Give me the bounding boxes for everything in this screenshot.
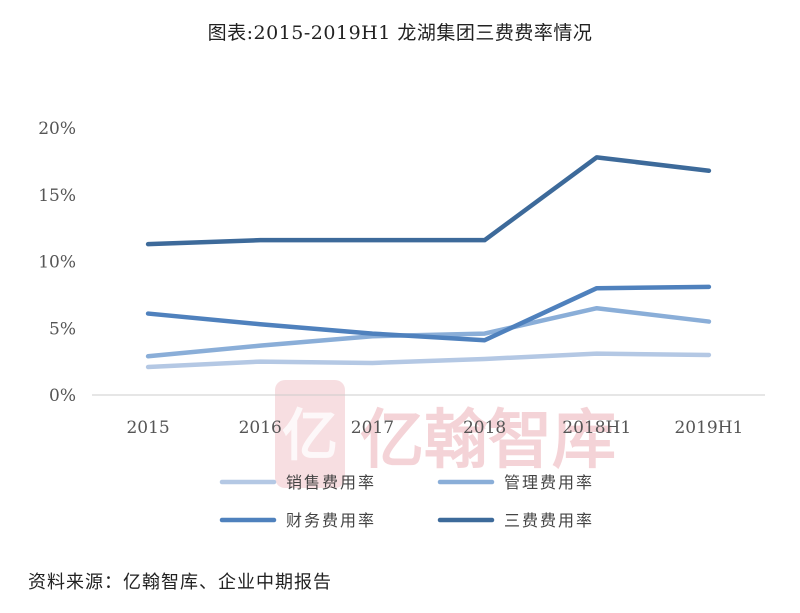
watermark-logo-glyph: 亿 xyxy=(282,404,338,469)
chart-title: 图表:2015-2019H1 龙湖集团三费费率情况 xyxy=(207,22,593,44)
x-tick-label: 2019H1 xyxy=(674,418,743,438)
x-tick-label: 2018 xyxy=(463,418,506,438)
x-tick-label: 2017 xyxy=(351,418,394,438)
watermark-logo xyxy=(275,380,345,488)
series-line-2 xyxy=(145,305,712,359)
axes: 0% 5% 10% 15% 20% 2015 2016 2017 2018 2018H1 2019H… xyxy=(38,119,765,438)
legend-label: 管理费用率 xyxy=(504,473,594,492)
x-tick-label: 2016 xyxy=(239,418,282,438)
series-lines xyxy=(145,155,712,370)
y-tick-label: 5% xyxy=(49,319,76,339)
y-tick-label: 20% xyxy=(38,119,76,139)
source-note: 资料来源：亿翰智库、企业中期报告 xyxy=(28,572,332,593)
x-tick-label: 2018H1 xyxy=(562,418,631,438)
y-tick-label: 0% xyxy=(49,386,76,406)
series-line-4 xyxy=(145,155,712,247)
y-tick-label: 15% xyxy=(38,186,76,206)
legend-label: 销售费用率 xyxy=(286,473,376,492)
y-tick-label: 10% xyxy=(38,253,76,273)
series-line-3 xyxy=(145,284,712,343)
legend-label: 财务费用率 xyxy=(286,511,376,530)
legend-label: 三费费用率 xyxy=(504,511,594,530)
series-line-1 xyxy=(145,351,712,370)
watermark: 亿 亿翰智库 xyxy=(275,380,616,488)
watermark-text: 亿翰智库 xyxy=(360,404,616,478)
x-tick-label: 2015 xyxy=(126,418,169,438)
